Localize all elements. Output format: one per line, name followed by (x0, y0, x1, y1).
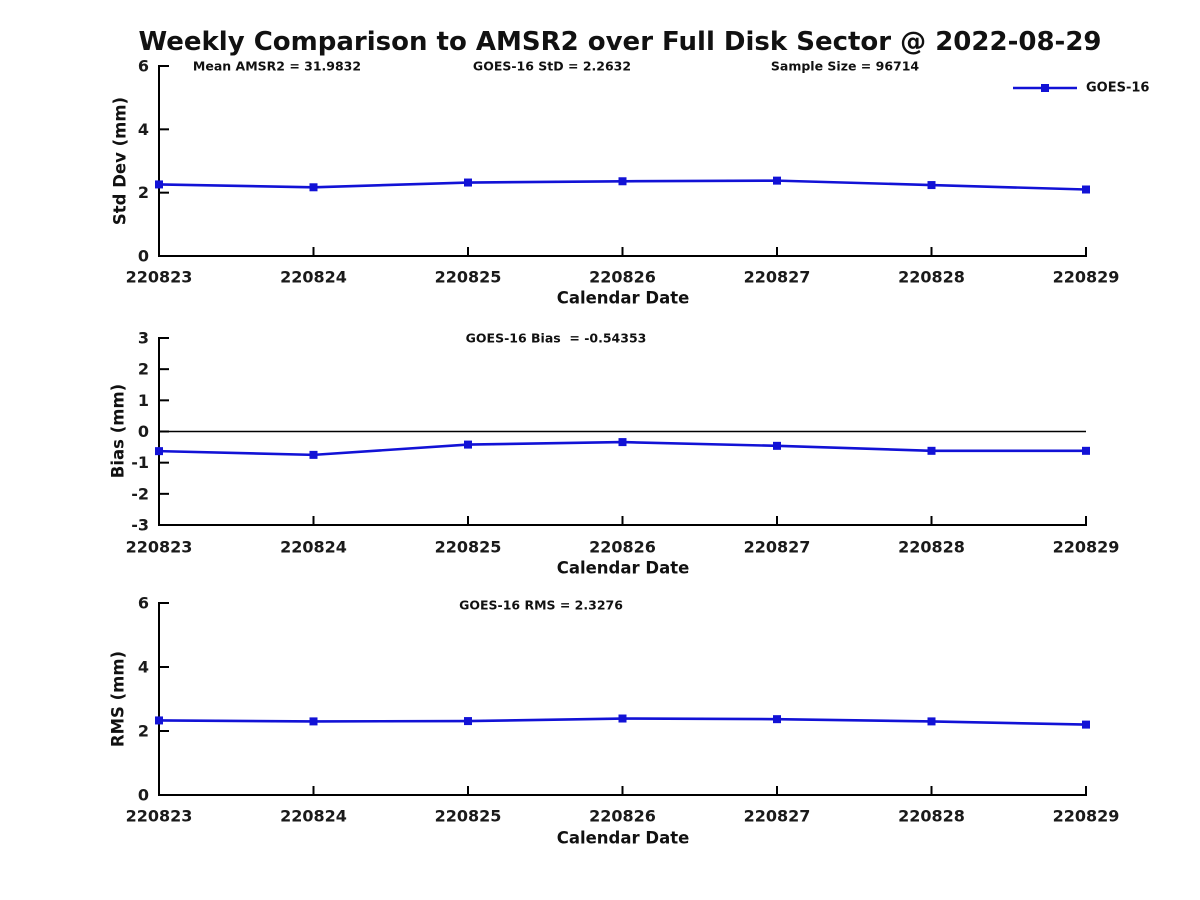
x-tick-label: 220823 (126, 538, 193, 557)
y-tick-label: 4 (138, 120, 149, 139)
data-point-marker (1082, 185, 1090, 194)
y-tick-label: 2 (138, 722, 149, 741)
data-point-marker (155, 716, 163, 725)
data-point-marker (1082, 720, 1090, 729)
x-tick-label: 220824 (280, 538, 347, 557)
x-axis-label-calendar-date-1: Calendar Date (556, 288, 690, 308)
data-point-marker (618, 714, 627, 723)
y-tick-label: 1 (138, 391, 149, 410)
data-point-marker (618, 177, 627, 186)
y-tick-label: 0 (138, 247, 149, 266)
y-tick-label: -1 (131, 453, 149, 472)
x-tick-label: 220827 (744, 538, 811, 557)
data-point-marker (309, 183, 318, 192)
legend-label: GOES-16 (1086, 80, 1150, 96)
y-axis-label-rms: RMS (mm) (108, 650, 128, 748)
annotation-goes16-std: GOES-16 StD = 2.2632 (472, 58, 632, 74)
data-point-marker (773, 715, 781, 724)
data-point-marker (927, 717, 936, 726)
x-tick-label: 220825 (435, 268, 502, 287)
data-point-marker (618, 438, 627, 447)
x-tick-label: 220824 (280, 268, 347, 287)
data-point-marker (309, 717, 318, 726)
y-tick-label: -3 (131, 516, 149, 535)
x-tick-label: 220825 (435, 807, 502, 826)
y-axis-label-bias: Bias (mm) (108, 383, 128, 479)
annotation-goes16-bias: GOES-16 Bias = -0.54353 (465, 330, 647, 346)
data-point-marker (773, 441, 781, 450)
data-point-marker (155, 180, 163, 189)
x-tick-label: 220829 (1053, 268, 1120, 287)
x-tick-label: 220828 (898, 807, 965, 826)
x-tick-label: 220826 (589, 807, 656, 826)
y-tick-label: 6 (138, 594, 149, 613)
x-axis-label-calendar-date-3: Calendar Date (556, 828, 690, 848)
y-tick-label: -2 (131, 484, 149, 503)
x-tick-label: 220827 (744, 807, 811, 826)
x-axis-label-calendar-date-2: Calendar Date (556, 558, 690, 578)
data-point-marker (309, 450, 318, 459)
legend-marker (1041, 84, 1049, 92)
annotation-goes16-rms: GOES-16 RMS = 2.3276 (459, 597, 623, 613)
y-tick-label: 3 (138, 329, 149, 348)
x-tick-label: 220828 (898, 268, 965, 287)
data-point-marker (927, 181, 936, 190)
x-tick-label: 220827 (744, 268, 811, 287)
x-tick-label: 220825 (435, 538, 502, 557)
y-tick-label: 0 (138, 786, 149, 805)
y-tick-label: 4 (138, 658, 149, 677)
annotation-mean-amsr2: Mean AMSR2 = 31.9832 (192, 58, 362, 74)
data-point-marker (464, 440, 472, 449)
data-point-marker (464, 178, 472, 187)
y-tick-label: 0 (138, 422, 149, 441)
x-tick-label: 220826 (589, 538, 656, 557)
data-point-marker (773, 176, 781, 185)
y-tick-label: 6 (138, 57, 149, 76)
y-axis-label-std-dev: Std Dev (mm) (110, 96, 130, 226)
x-tick-label: 220828 (898, 538, 965, 557)
x-tick-label: 220829 (1053, 807, 1120, 826)
data-point-marker (927, 446, 936, 455)
x-tick-label: 220829 (1053, 538, 1120, 557)
annotation-sample-size: Sample Size = 96714 (770, 58, 920, 74)
data-point-marker (464, 717, 472, 726)
x-tick-label: 220824 (280, 807, 347, 826)
x-tick-label: 220823 (126, 807, 193, 826)
x-tick-label: 220826 (589, 268, 656, 287)
y-tick-label: 2 (138, 360, 149, 379)
data-point-marker (155, 447, 163, 456)
y-tick-label: 2 (138, 183, 149, 202)
x-tick-label: 220823 (126, 268, 193, 287)
data-point-marker (1082, 446, 1090, 455)
figure-title: Weekly Comparison to AMSR2 over Full Dis… (138, 27, 1102, 57)
